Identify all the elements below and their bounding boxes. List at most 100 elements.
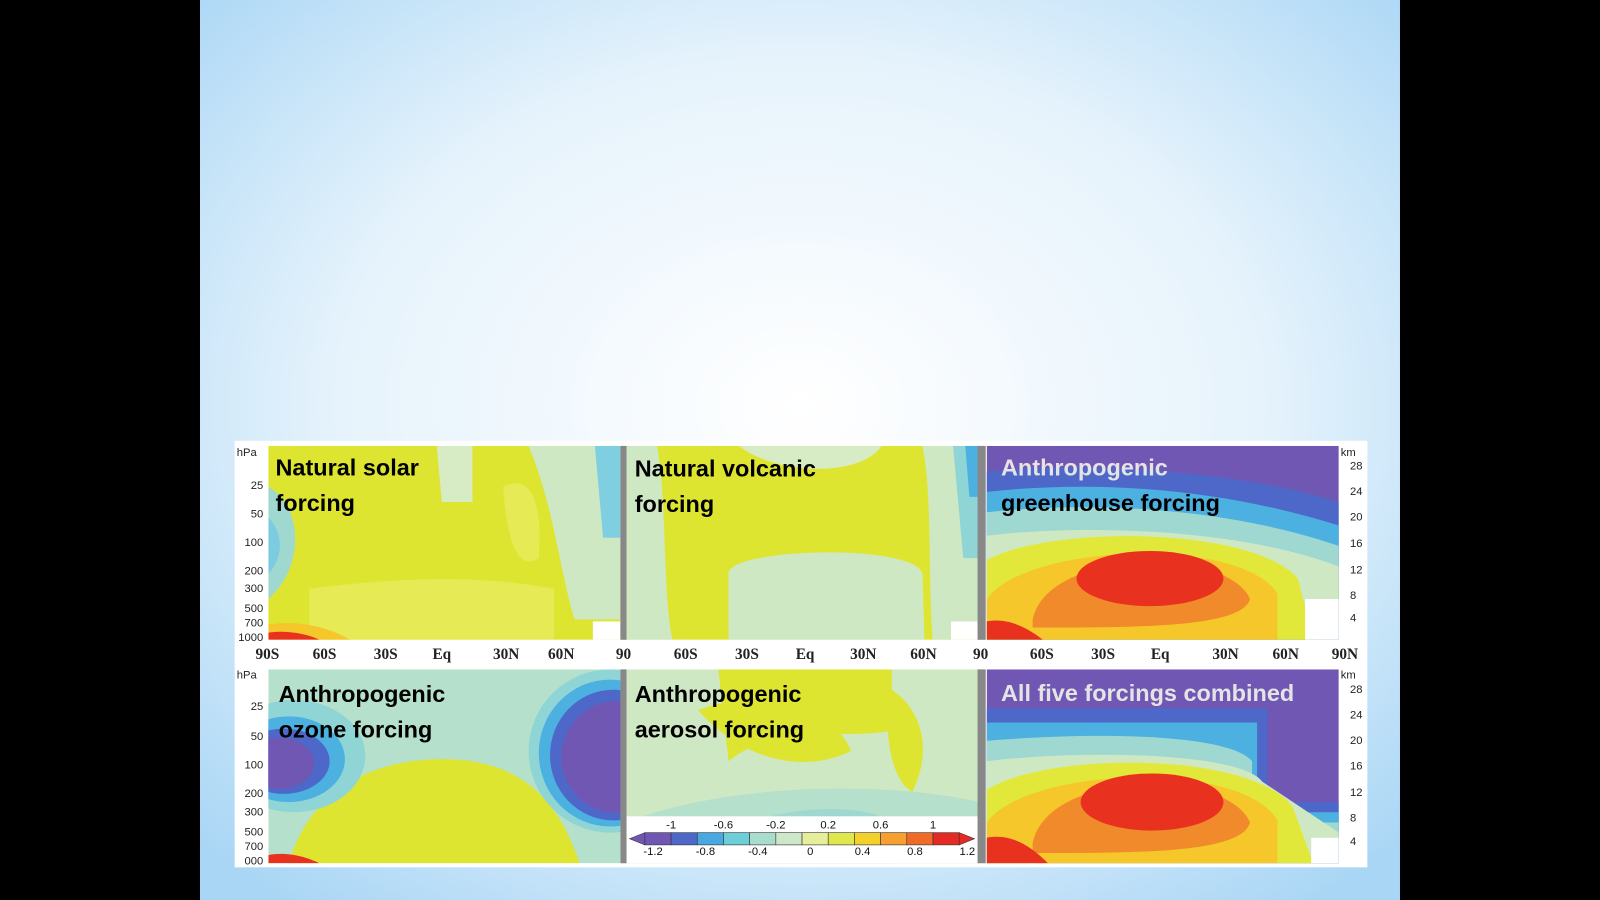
divider	[620, 669, 627, 864]
colorbar-segment	[827, 832, 855, 846]
panel-solar	[268, 445, 621, 640]
pressure-unit: hPa	[237, 670, 258, 682]
latitude-label: 30S	[735, 646, 759, 663]
pressure-tick: 50	[251, 731, 263, 743]
pressure-tick: 200	[245, 788, 264, 800]
latitude-label: 60S	[674, 646, 698, 663]
latitude-label: Eq	[1151, 646, 1170, 663]
height-unit: km	[1341, 447, 1356, 459]
pressure-unit: hPa	[237, 447, 258, 459]
colorbar-label: 0.8	[907, 846, 923, 858]
colorbar-segment	[801, 832, 829, 846]
panel-title: forcing	[276, 490, 355, 516]
colorbar-label: -0.2	[766, 820, 785, 832]
panel-title: Natural solar	[276, 455, 419, 481]
divider	[977, 669, 986, 864]
pressure-tick: 200	[245, 565, 264, 577]
pressure-tick: 100	[245, 759, 264, 771]
height-tick: 8	[1350, 590, 1356, 602]
panel-combined	[986, 669, 1339, 864]
pressure-tick: 1000	[238, 632, 263, 644]
height-tick: 24	[1350, 486, 1362, 498]
panel-title: All five forcings combined	[1001, 680, 1294, 706]
latitude-label: 30S	[374, 646, 398, 663]
colorbar-label: 0	[807, 846, 813, 858]
height-tick: 12	[1350, 564, 1362, 576]
latitude-label: 60S	[313, 646, 337, 663]
colorbar-segment	[696, 832, 724, 846]
colorbar-label: -1.2	[643, 846, 662, 858]
pressure-tick: 100	[245, 537, 264, 549]
colorbar-label: 1	[930, 820, 936, 832]
panel-title: Anthropogenic	[1001, 455, 1168, 481]
colorbar-label: -0.6	[714, 820, 733, 832]
latitude-label: 30S	[1091, 646, 1115, 663]
colorbar: -1 -0.6 -0.2 0.2 0.6 1 -1.2 -0.8 -0.4 0 0.4 0.8 1.2	[628, 820, 976, 858]
panel-title: Anthropogenic	[635, 681, 802, 707]
latitude-label: 60N	[1273, 646, 1299, 663]
colorbar-label: -0.8	[696, 846, 715, 858]
height-tick: 12	[1350, 787, 1362, 799]
colorbar-label: 0.2	[820, 820, 836, 832]
panel-greenhouse	[986, 445, 1339, 640]
height-tick: 20	[1350, 511, 1362, 523]
colorbar-segment	[749, 832, 777, 846]
latitude-label: 90S	[255, 646, 279, 663]
pressure-tick: 700	[245, 618, 264, 630]
pressure-tick: 25	[251, 701, 263, 713]
colorbar-segment	[880, 832, 908, 846]
height-unit: km	[1341, 670, 1356, 682]
height-tick: 4	[1350, 836, 1356, 848]
panel-title: Anthropogenic	[279, 681, 446, 707]
colorbar-label: -0.4	[748, 846, 767, 858]
pressure-tick: 500	[245, 827, 264, 839]
colorbar-segment	[854, 832, 881, 846]
pressure-tick: 25	[251, 480, 263, 492]
height-tick: 24	[1350, 709, 1362, 721]
colorbar-label: 1.2	[960, 846, 976, 858]
height-tick: 8	[1350, 812, 1356, 824]
panel-title: Natural volcanic	[635, 456, 816, 482]
pressure-tick: 300	[245, 583, 264, 595]
height-tick: 20	[1350, 735, 1362, 747]
colorbar-label: -1	[666, 820, 676, 832]
latitude-label: 90N	[1332, 646, 1358, 663]
latitude-label: 90	[616, 646, 632, 663]
colorbar-label: 0.6	[873, 820, 889, 832]
latitude-label: 60N	[548, 646, 574, 663]
height-tick: 16	[1350, 538, 1362, 550]
latitude-label: 30N	[493, 646, 519, 663]
colorbar-segment	[644, 832, 672, 846]
latitude-label: 60N	[910, 646, 936, 663]
pressure-tick: 50	[251, 508, 263, 520]
height-tick: 28	[1350, 684, 1362, 696]
divider	[977, 445, 986, 640]
pressure-tick: 300	[245, 806, 264, 818]
panel-title: ozone forcing	[279, 717, 433, 743]
panel-title: forcing	[635, 491, 714, 517]
panel-title: greenhouse forcing	[1001, 490, 1220, 516]
latitude-label: Eq	[796, 646, 815, 663]
height-tick: 4	[1350, 612, 1356, 624]
colorbar-label: 0.4	[855, 846, 871, 858]
latitude-label: Eq	[432, 646, 451, 663]
colorbar-segment	[932, 832, 960, 846]
latitude-label: 60S	[1030, 646, 1054, 663]
pressure-tick: 000	[245, 855, 264, 867]
latitude-label: 30N	[1212, 646, 1238, 663]
panel-title: aerosol forcing	[635, 717, 804, 743]
colorbar-segment	[723, 832, 750, 846]
latitude-label: 30N	[850, 646, 876, 663]
panel-volcanic	[626, 445, 979, 640]
height-tick: 28	[1350, 460, 1362, 472]
colorbar-segment	[775, 832, 803, 846]
divider	[620, 445, 627, 640]
colorbar-segment	[906, 832, 934, 846]
colorbar-segment	[670, 832, 698, 846]
latitude-label: 90	[973, 646, 989, 663]
pressure-tick: 500	[245, 603, 264, 615]
height-tick: 16	[1350, 760, 1362, 772]
panel-ozone	[268, 669, 621, 864]
